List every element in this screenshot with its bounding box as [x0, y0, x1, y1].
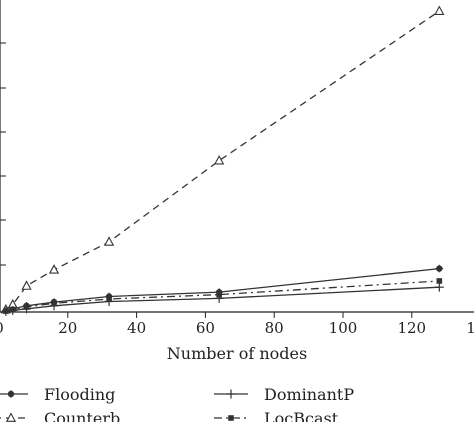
data-point-counterb	[21, 280, 32, 290]
legend-marker-locbcast	[228, 415, 234, 421]
data-point-locbcast	[3, 308, 9, 314]
legend: Flooding Counterb DominantP LocBcast	[0, 385, 354, 422]
data-point-flooding	[435, 264, 444, 273]
legend-marker-dominantp	[226, 389, 236, 399]
legend-label-locbcast: LocBcast	[264, 409, 339, 422]
legend-item-locbcast: LocBcast	[214, 409, 339, 422]
x-tick-label: 120	[397, 319, 426, 337]
data-point-locbcast	[106, 296, 112, 302]
x-tick-label: 40	[127, 319, 146, 337]
series-layer	[0, 5, 445, 316]
data-point-dominantp	[434, 282, 444, 292]
series-line-counterb	[5, 10, 440, 311]
data-point-locbcast	[23, 304, 30, 310]
x-tick-label: 20	[58, 319, 77, 337]
legend-label-dominantp: DominantP	[264, 385, 354, 404]
y-tick-group	[0, 42, 6, 266]
series-counterb	[0, 5, 445, 314]
x-tick-label: 80	[265, 319, 284, 337]
legend-item-counterb: Counterb	[0, 409, 120, 422]
series-line-locbcast	[5, 280, 440, 312]
series-line-dominantp	[5, 286, 440, 313]
legend-item-dominantp: DominantP	[214, 385, 354, 404]
series-flooding	[2, 264, 444, 315]
data-point-locbcast	[216, 291, 222, 298]
x-tick-label: 60	[196, 319, 215, 337]
x-axis-title: Number of nodes	[167, 344, 307, 363]
x-tick-group: 0 20 40 60 80 100 120 140	[0, 312, 474, 337]
series-locbcast	[3, 278, 443, 314]
data-point-counterb	[214, 154, 225, 165]
x-tick-label: 140	[466, 319, 474, 337]
data-point-locbcast	[51, 300, 57, 307]
data-point-locbcast	[9, 306, 16, 313]
legend-marker-flooding	[7, 390, 15, 398]
x-tick-label: 100	[329, 319, 358, 337]
legend-marker-counterb	[5, 412, 17, 422]
legend-item-flooding: Flooding	[0, 385, 115, 404]
series-dominantp	[1, 282, 444, 316]
axes	[0, 0, 474, 313]
legend-label-counterb: Counterb	[44, 409, 120, 422]
x-tick-label: 0	[0, 319, 4, 337]
data-point-locbcast	[436, 278, 443, 284]
data-point-counterb	[434, 5, 445, 15]
legend-label-flooding: Flooding	[44, 385, 115, 404]
data-point-counterb	[103, 236, 115, 246]
data-point-counterb	[48, 264, 60, 274]
